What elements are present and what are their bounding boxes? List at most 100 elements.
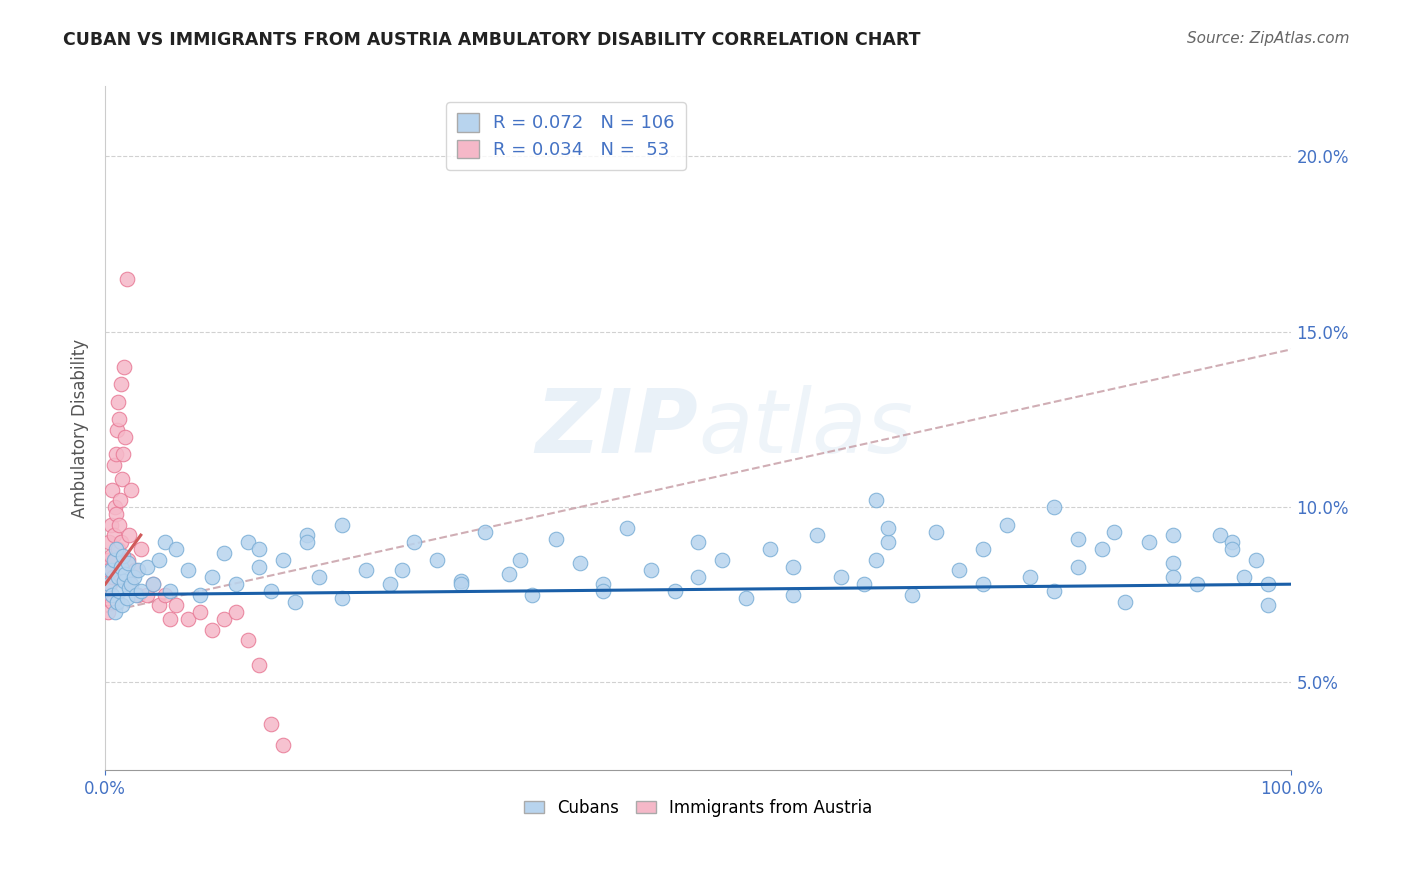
Point bbox=[260, 717, 283, 731]
Point bbox=[378, 577, 401, 591]
Legend: Cubans, Immigrants from Austria: Cubans, Immigrants from Austria bbox=[517, 792, 879, 823]
Point bbox=[111, 599, 134, 613]
Point bbox=[249, 657, 271, 672]
Point bbox=[111, 549, 134, 563]
Point bbox=[853, 577, 876, 591]
Point bbox=[148, 599, 170, 613]
Point bbox=[1043, 500, 1066, 514]
Point bbox=[177, 612, 200, 626]
Point bbox=[104, 447, 127, 461]
Point bbox=[129, 542, 152, 557]
Point bbox=[1233, 570, 1256, 584]
Point bbox=[782, 588, 804, 602]
Point bbox=[111, 447, 134, 461]
Point bbox=[522, 588, 544, 602]
Point bbox=[122, 570, 145, 584]
Point bbox=[118, 581, 141, 595]
Point bbox=[105, 595, 128, 609]
Point bbox=[148, 552, 170, 566]
Point bbox=[1091, 542, 1114, 557]
Point bbox=[101, 570, 124, 584]
Point bbox=[877, 521, 900, 535]
Point bbox=[592, 584, 614, 599]
Point bbox=[616, 521, 638, 535]
Point bbox=[924, 524, 946, 539]
Text: CUBAN VS IMMIGRANTS FROM AUSTRIA AMBULATORY DISABILITY CORRELATION CHART: CUBAN VS IMMIGRANTS FROM AUSTRIA AMBULAT… bbox=[63, 31, 921, 49]
Point bbox=[1137, 535, 1160, 549]
Y-axis label: Ambulatory Disability: Ambulatory Disability bbox=[72, 339, 89, 517]
Point bbox=[402, 535, 425, 549]
Point bbox=[96, 588, 118, 602]
Point bbox=[111, 472, 134, 486]
Text: Source: ZipAtlas.com: Source: ZipAtlas.com bbox=[1187, 31, 1350, 46]
Point bbox=[98, 577, 121, 591]
Point bbox=[112, 574, 135, 588]
Point bbox=[284, 595, 307, 609]
Point bbox=[450, 574, 472, 588]
Point bbox=[236, 535, 259, 549]
Text: ZIP: ZIP bbox=[536, 384, 699, 472]
Point bbox=[426, 552, 449, 566]
Point bbox=[212, 612, 235, 626]
Point bbox=[107, 542, 129, 557]
Point bbox=[120, 577, 142, 591]
Point bbox=[830, 570, 852, 584]
Point bbox=[295, 535, 318, 549]
Point bbox=[104, 500, 127, 514]
Point bbox=[104, 552, 127, 566]
Point bbox=[1067, 532, 1090, 546]
Point bbox=[101, 483, 124, 497]
Point bbox=[236, 633, 259, 648]
Point bbox=[100, 517, 122, 532]
Point bbox=[165, 542, 187, 557]
Point bbox=[688, 570, 710, 584]
Point bbox=[96, 570, 118, 584]
Point bbox=[103, 458, 125, 472]
Point bbox=[592, 577, 614, 591]
Point bbox=[1220, 542, 1243, 557]
Point bbox=[114, 430, 136, 444]
Point bbox=[103, 528, 125, 542]
Point bbox=[498, 566, 520, 581]
Point bbox=[165, 599, 187, 613]
Point bbox=[105, 507, 128, 521]
Point bbox=[509, 552, 531, 566]
Point bbox=[104, 542, 127, 557]
Point bbox=[118, 528, 141, 542]
Point bbox=[1161, 528, 1184, 542]
Point bbox=[972, 577, 994, 591]
Point bbox=[1257, 577, 1279, 591]
Point bbox=[260, 584, 283, 599]
Point bbox=[101, 588, 124, 602]
Point bbox=[97, 552, 120, 566]
Point bbox=[354, 563, 377, 577]
Point bbox=[104, 605, 127, 619]
Point bbox=[640, 563, 662, 577]
Point bbox=[97, 577, 120, 591]
Point bbox=[1161, 570, 1184, 584]
Point bbox=[664, 584, 686, 599]
Point bbox=[117, 552, 139, 566]
Point bbox=[391, 563, 413, 577]
Point bbox=[308, 570, 330, 584]
Point bbox=[1185, 577, 1208, 591]
Point bbox=[865, 493, 887, 508]
Point bbox=[120, 577, 142, 591]
Point bbox=[142, 577, 165, 591]
Point bbox=[107, 395, 129, 409]
Point bbox=[153, 535, 176, 549]
Point bbox=[271, 552, 294, 566]
Point bbox=[249, 542, 271, 557]
Point bbox=[110, 535, 132, 549]
Point bbox=[142, 577, 165, 591]
Point bbox=[1244, 552, 1267, 566]
Point bbox=[153, 588, 176, 602]
Point bbox=[115, 591, 138, 606]
Point bbox=[225, 577, 247, 591]
Point bbox=[688, 535, 710, 549]
Point bbox=[110, 559, 132, 574]
Point bbox=[544, 532, 567, 546]
Point bbox=[188, 588, 211, 602]
Point bbox=[114, 566, 136, 581]
Point bbox=[1220, 535, 1243, 549]
